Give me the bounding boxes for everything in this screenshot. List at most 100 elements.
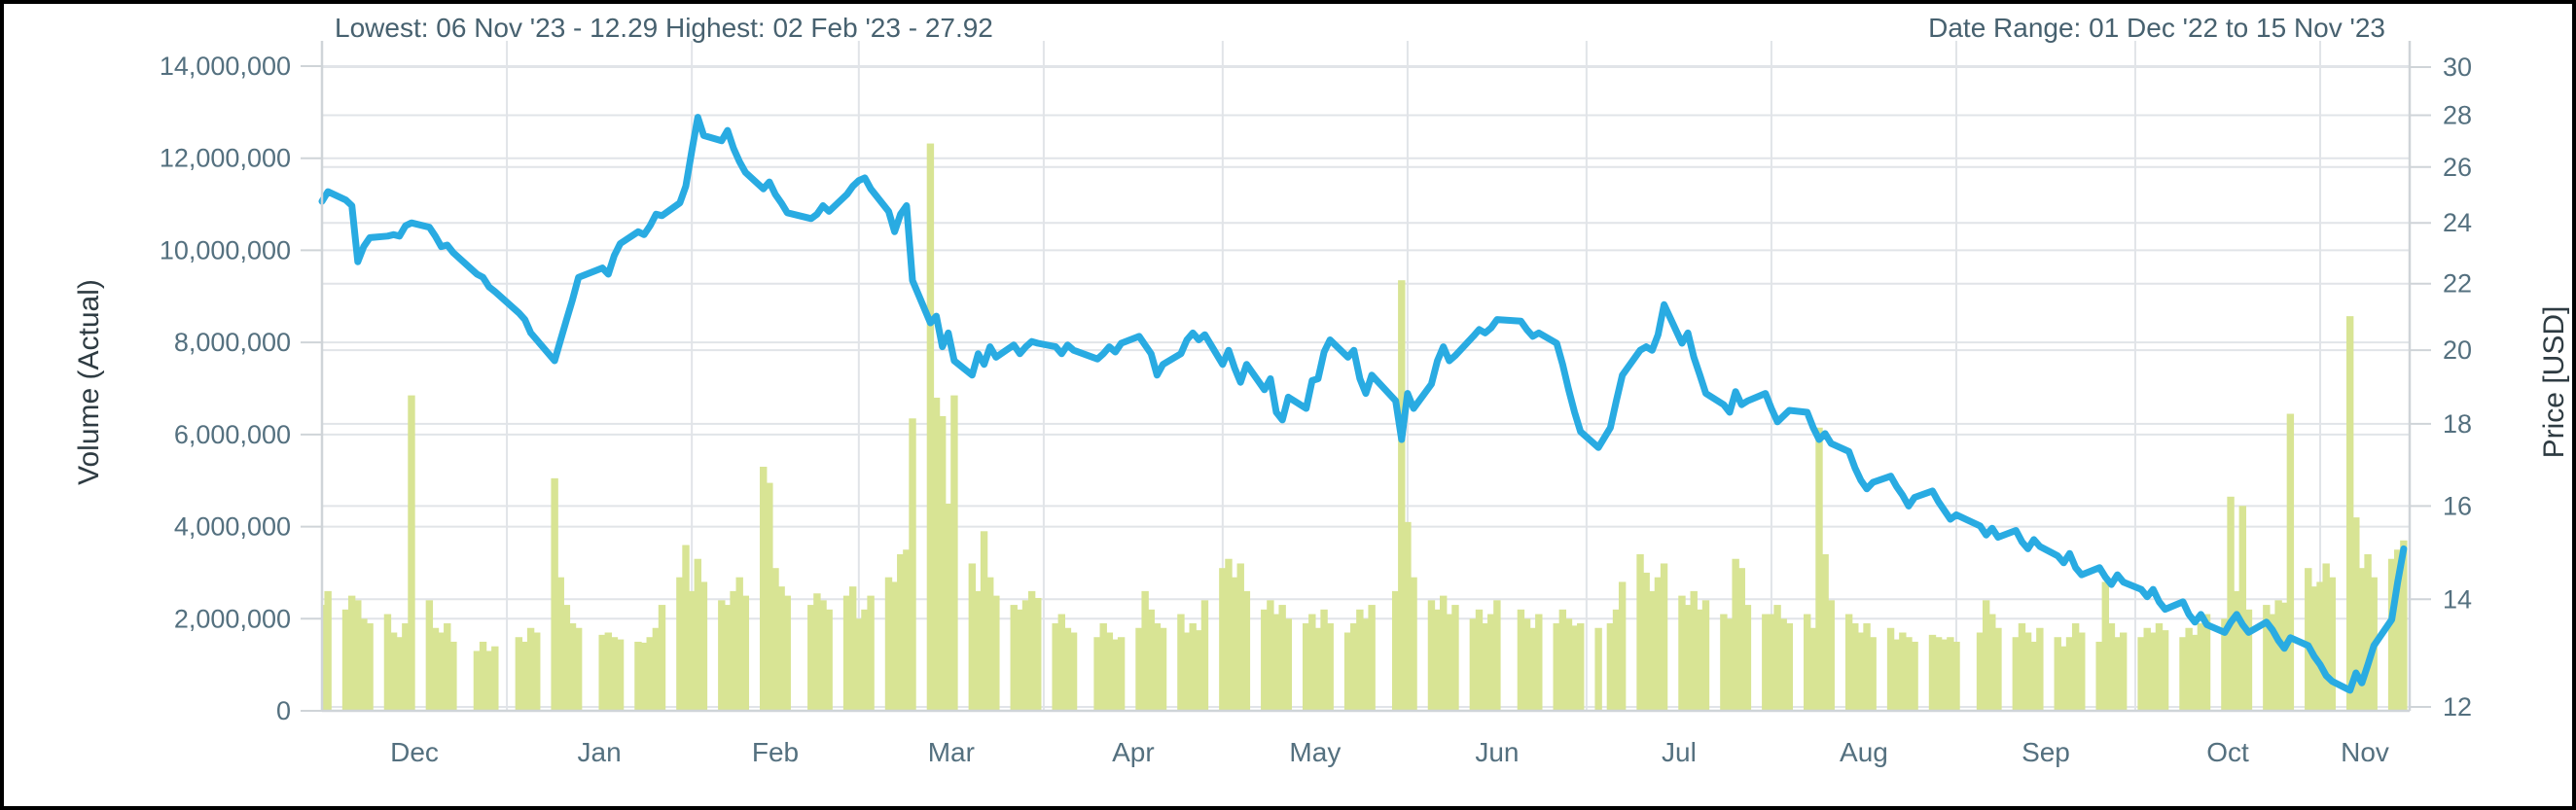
volume-bar <box>1911 641 1918 711</box>
volume-bar <box>1177 614 1185 711</box>
volume-bar <box>562 605 571 711</box>
price-tick-label: 28 <box>2443 101 2472 130</box>
volume-bar <box>556 577 564 711</box>
volume-bar <box>402 623 410 711</box>
volume-bar <box>1844 614 1853 711</box>
volume-bar <box>760 467 768 711</box>
price-tick-label: 22 <box>2443 269 2472 299</box>
volume-bar <box>1362 618 1370 711</box>
volume-bar <box>396 637 404 711</box>
volume-bar <box>926 143 935 711</box>
volume-bar <box>1063 627 1072 711</box>
price-line-path <box>318 114 2408 694</box>
volume-bar <box>730 590 737 711</box>
volume-bar <box>2352 517 2360 711</box>
volume-bar <box>1308 614 1316 711</box>
month-label: May <box>1289 737 1341 767</box>
volume-bar <box>2054 637 2061 711</box>
volume-bar <box>1648 590 1657 711</box>
volume-bar <box>1021 600 1030 711</box>
volume-bar <box>610 637 619 711</box>
volume-bar <box>1440 595 1448 711</box>
volume-bar <box>341 609 350 711</box>
volume-bar <box>354 600 362 711</box>
volume-bars-series <box>322 143 2408 711</box>
volume-bar <box>1069 632 1078 711</box>
volume-tick-label: 10,000,000 <box>160 235 291 264</box>
volume-bar <box>1821 553 1829 711</box>
volume-bar <box>1093 637 1101 711</box>
volume-bar <box>1558 609 1567 711</box>
volume-bar <box>1660 563 1668 711</box>
volume-bar <box>408 395 415 711</box>
month-label: Sep <box>2021 737 2070 767</box>
volume-bar <box>491 646 499 711</box>
price-tick-label: 20 <box>2443 335 2472 365</box>
volume-bar <box>771 568 779 711</box>
volume-bar <box>1398 280 1406 711</box>
volume-bar <box>2328 577 2336 711</box>
volume-bar <box>473 651 482 711</box>
volume-bar <box>735 577 743 711</box>
volume-tick-label: 4,000,000 <box>174 512 291 542</box>
volume-bar <box>1284 618 1292 711</box>
volume-bar <box>2400 540 2408 711</box>
date-range-title: Date Range: 01 Dec '22 to 15 Nov '23 <box>1928 13 2385 43</box>
volume-bar <box>1743 605 1752 711</box>
volume-bar <box>1183 632 1191 711</box>
volume-bar <box>520 641 529 711</box>
volume-bar <box>1535 614 1543 711</box>
volume-bar <box>1857 632 1865 711</box>
volume-bar <box>1804 614 1811 711</box>
volume-bar <box>1863 623 1871 711</box>
volume-bar <box>950 395 958 711</box>
volume-bar <box>515 637 523 711</box>
volume-bar <box>2286 413 2295 711</box>
volume-bar <box>1851 623 1859 711</box>
month-label: Jun <box>1475 737 1519 767</box>
lowest-highest-title: Lowest: 06 Nov '23 - 12.29 Highest: 02 F… <box>335 13 993 43</box>
volume-bar <box>1469 618 1478 711</box>
volume-bar <box>1368 605 1376 711</box>
volume-bar <box>1934 637 1943 711</box>
volume-bar <box>616 639 625 711</box>
volume-tick-label: 12,000,000 <box>160 144 291 173</box>
volume-bar <box>980 531 988 711</box>
volume-bar <box>1314 627 1322 711</box>
volume-bar <box>479 641 487 711</box>
volume-bar <box>1481 623 1489 711</box>
volume-bar <box>598 634 606 711</box>
volume-bar <box>2191 634 2199 711</box>
volume-bar <box>688 590 696 711</box>
volume-bar <box>1570 625 1579 711</box>
volume-bar <box>2143 627 2151 711</box>
volume-bar <box>1886 627 1895 711</box>
volume-bar <box>1684 605 1692 711</box>
volume-bar <box>1564 618 1573 711</box>
volume-bar <box>2345 316 2354 711</box>
volume-bar <box>1475 609 1484 711</box>
volume-bar <box>1642 572 1650 711</box>
volume-bar <box>2161 630 2169 711</box>
volume-bar <box>813 593 821 711</box>
volume-bar <box>1427 600 1436 711</box>
plot-area[interactable] <box>322 41 2410 711</box>
price-tick-label: 16 <box>2443 491 2472 520</box>
volume-bar <box>347 595 356 711</box>
volume-bar <box>634 641 642 711</box>
volume-bar <box>1343 632 1352 711</box>
volume-bar <box>2071 623 2080 711</box>
volume-bar <box>1010 605 1018 711</box>
volume-bar <box>360 618 368 711</box>
volume-bar <box>1899 632 1907 711</box>
volume-bar <box>1982 600 1990 711</box>
month-label: Dec <box>390 737 439 767</box>
volume-bar <box>1242 590 1251 711</box>
price-volume-chart[interactable]: 0 2,000,000 4,000,000 6,000,000 8,000,000 10,… <box>4 4 2572 806</box>
volume-bar <box>533 632 541 711</box>
volume-bar <box>1785 623 1794 711</box>
volume-bar <box>2030 641 2038 711</box>
volume-bar <box>1994 627 2002 711</box>
volume-bar <box>322 605 326 711</box>
